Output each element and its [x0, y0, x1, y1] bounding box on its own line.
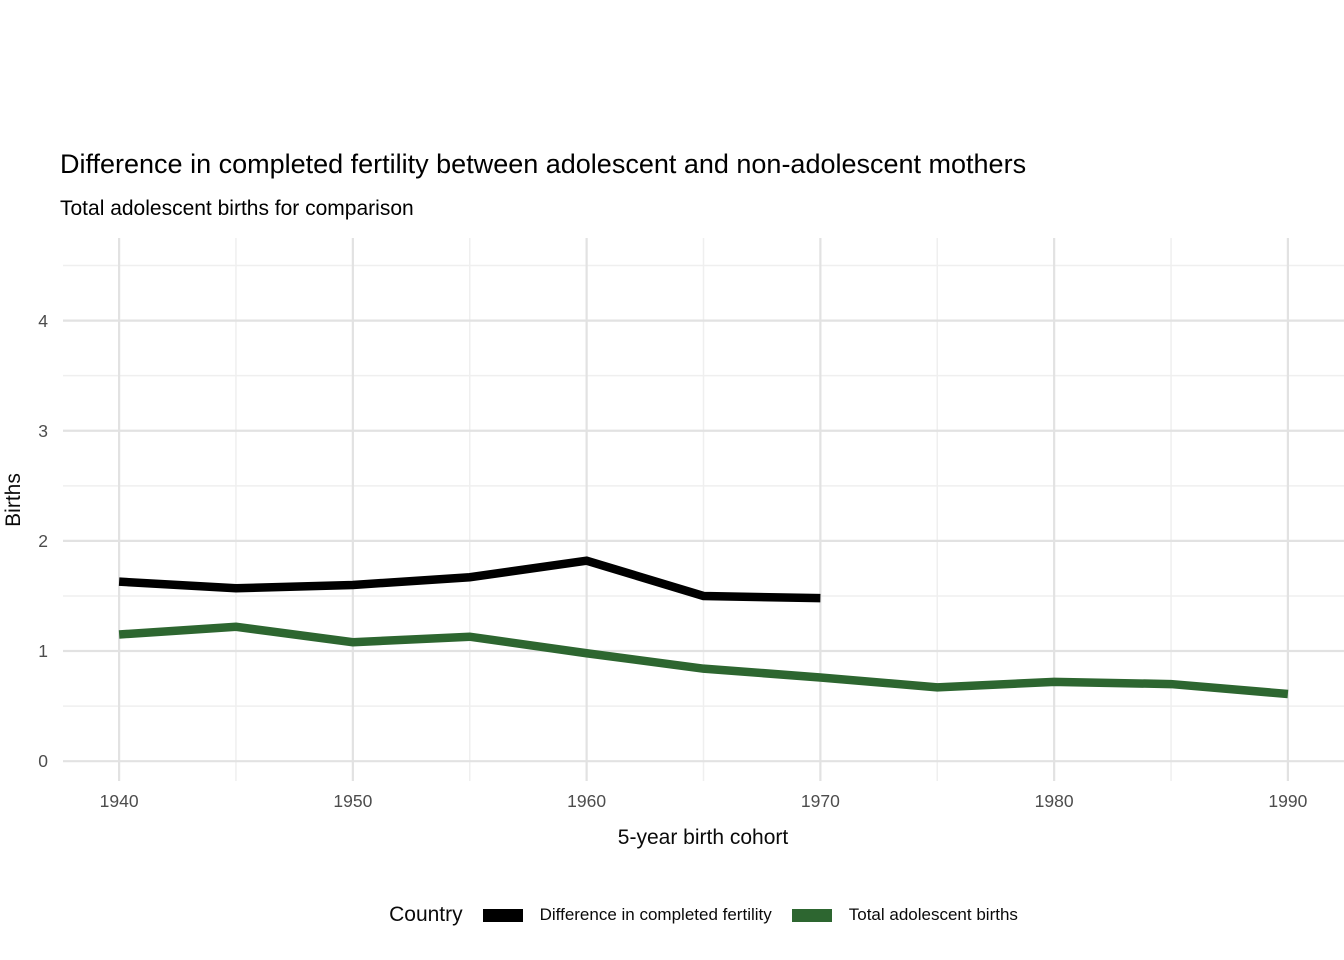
- y-tick-label: 3: [38, 420, 48, 441]
- legend-item: Difference in completed fertility: [482, 905, 772, 925]
- legend: Country Difference in completed fertilit…: [63, 903, 1344, 927]
- page-subtitle: Total adolescent births for comparison: [60, 197, 414, 220]
- x-tick-label: 1960: [567, 791, 607, 811]
- x-tick-label: 1940: [99, 791, 139, 811]
- legend-item: Total adolescent births: [791, 905, 1018, 925]
- y-tick-label: 0: [38, 751, 48, 772]
- legend-swatch-black: [482, 908, 523, 922]
- y-tick-label: 1: [38, 641, 48, 662]
- x-tick-label: 1950: [333, 791, 373, 811]
- x-tick-label: 1980: [1034, 791, 1074, 811]
- x-tick-label: 1990: [1268, 791, 1308, 811]
- legend-swatch-green: [791, 908, 832, 922]
- series-line-difference-in-completed-fertility: [118, 556, 821, 603]
- chart-panel: [63, 238, 1344, 781]
- y-tick-label: 4: [38, 310, 48, 331]
- y-axis-title: Births: [2, 473, 25, 527]
- legend-title: Country: [389, 903, 463, 926]
- x-tick-label: 1970: [800, 791, 840, 811]
- x-axis-title: 5-year birth cohort: [617, 826, 789, 849]
- y-tick-label: 2: [38, 530, 48, 551]
- legend-item-label: Total adolescent births: [848, 905, 1018, 924]
- page-title: Difference in completed fertility betwee…: [60, 149, 1027, 179]
- legend-item-label: Difference in completed fertility: [539, 905, 772, 924]
- series-line-total-adolescent-births: [118, 622, 1289, 699]
